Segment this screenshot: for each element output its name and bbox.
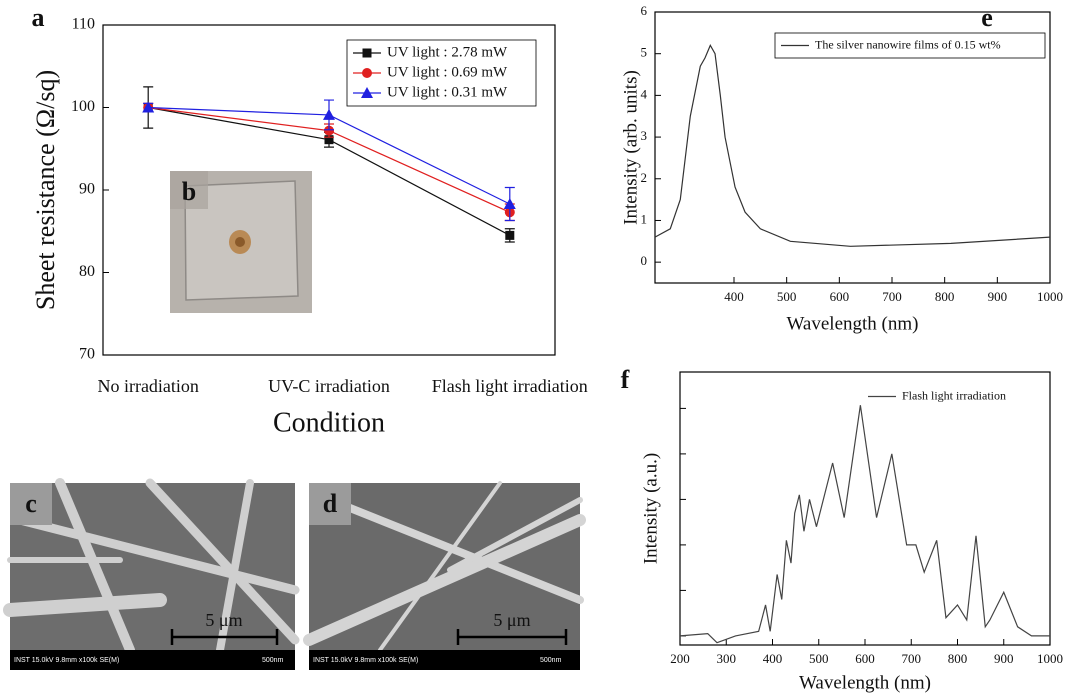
x-tick-label: 700 bbox=[902, 651, 922, 666]
y-axis-title: Intensity (a.u.) bbox=[640, 453, 661, 564]
sem-d: d 5 μm INST 15.0kV 9.8mm x100k SE(M) 500… bbox=[303, 481, 586, 670]
legend-label: UV light : 2.78 mW bbox=[387, 44, 508, 60]
x-tick-label: 600 bbox=[855, 651, 875, 666]
x-tick-label: 700 bbox=[882, 289, 902, 304]
marker bbox=[323, 108, 335, 120]
panel: a 70 80 90 100 110 No irradiation UV-C irradiat… bbox=[31, 3, 588, 438]
legend-marker bbox=[361, 87, 373, 98]
legend-marker bbox=[362, 48, 372, 58]
sem-scale: 500nm bbox=[262, 657, 284, 664]
legend-label: Flash light irradiation bbox=[902, 388, 1006, 402]
x-tick-label: Flash light irradiation bbox=[432, 376, 588, 396]
panel-label: a bbox=[32, 3, 45, 32]
marker bbox=[324, 125, 334, 136]
sem-info: INST 15.0kV 9.8mm x100k SE(M) bbox=[313, 657, 418, 664]
series-line bbox=[679, 405, 1050, 644]
sem-info: INST 15.0kV 9.8mm x100k SE(M) bbox=[14, 657, 119, 664]
x-axis-title: Wavelength (nm) bbox=[799, 672, 931, 693]
x-tick-label: 900 bbox=[994, 651, 1014, 666]
legend-label: The silver nanowire films of 0.15 wt% bbox=[815, 37, 1001, 51]
x-tick-label: 500 bbox=[777, 289, 797, 304]
marker bbox=[142, 101, 155, 113]
y-tick-label: 110 bbox=[72, 16, 95, 33]
panel-label: d bbox=[323, 489, 338, 518]
marker bbox=[324, 135, 334, 145]
x-tick-label: 1000 bbox=[1037, 651, 1063, 666]
x-tick-label: No irradiation bbox=[97, 376, 198, 396]
x-axis-title: Condition bbox=[273, 407, 385, 438]
plot-frame bbox=[654, 11, 1051, 284]
x-tick-label: 600 bbox=[830, 289, 850, 304]
y-tick-label: 4 bbox=[641, 86, 648, 101]
panel-label: c bbox=[25, 489, 37, 518]
x-tick-label: 500 bbox=[809, 651, 829, 666]
panel: e 0 1 2 3 4 5 6 400 500 600 700 800 900 1000 Wavelength… bbox=[620, 3, 1063, 334]
marker bbox=[503, 198, 516, 210]
y-axis-title: Sheet resistance (Ω/sq) bbox=[31, 70, 60, 310]
sem-scale: 500nm bbox=[540, 657, 562, 664]
y-tick-label: 2 bbox=[641, 170, 648, 185]
y-tick-label: 5 bbox=[641, 45, 648, 60]
legend-frame bbox=[774, 32, 1046, 59]
panel-label: f bbox=[621, 365, 630, 394]
x-tick-label: UV-C irradiation bbox=[268, 376, 390, 396]
x-tick-label: 1000 bbox=[1037, 289, 1063, 304]
scale-bar-label: 5 μm bbox=[205, 610, 242, 630]
y-tick-label: 1 bbox=[641, 211, 648, 226]
legend-label: UV light : 0.31 mW bbox=[387, 84, 508, 100]
x-tick-label: 400 bbox=[763, 651, 783, 666]
panel: f 200 300 400 500 600 700 800 900 1000 Wavelength … bbox=[621, 365, 1063, 693]
panel-label: b bbox=[182, 177, 196, 206]
legend-label: UV light : 0.69 mW bbox=[387, 64, 508, 80]
legend-marker bbox=[362, 68, 372, 78]
panel-label: e bbox=[981, 3, 993, 32]
plot-frame bbox=[679, 371, 1051, 646]
y-tick-label: 6 bbox=[641, 3, 648, 18]
y-tick-label: 3 bbox=[641, 128, 648, 143]
y-tick-label: 70 bbox=[79, 346, 95, 363]
sem-c: c 5 μm INST 15.0kV 9.8mm x100k SE(M) 500… bbox=[3, 478, 300, 670]
x-tick-label: 800 bbox=[948, 651, 968, 666]
y-tick-label: 0 bbox=[641, 253, 648, 268]
marker bbox=[505, 230, 515, 240]
x-tick-label: 400 bbox=[724, 289, 744, 304]
x-tick-label: 800 bbox=[935, 289, 955, 304]
scale-bar-label: 5 μm bbox=[493, 610, 530, 630]
y-tick-label: 90 bbox=[79, 181, 95, 198]
y-tick-label: 100 bbox=[71, 98, 95, 115]
x-axis-title: Wavelength (nm) bbox=[787, 313, 919, 334]
photo-b: b bbox=[170, 171, 312, 313]
series-line bbox=[654, 43, 1051, 247]
x-tick-label: 200 bbox=[670, 651, 690, 666]
y-axis-title: Intensity (arb. units) bbox=[620, 70, 641, 225]
x-tick-label: 900 bbox=[988, 289, 1008, 304]
y-tick-label: 80 bbox=[79, 263, 95, 280]
x-tick-label: 300 bbox=[717, 651, 737, 666]
